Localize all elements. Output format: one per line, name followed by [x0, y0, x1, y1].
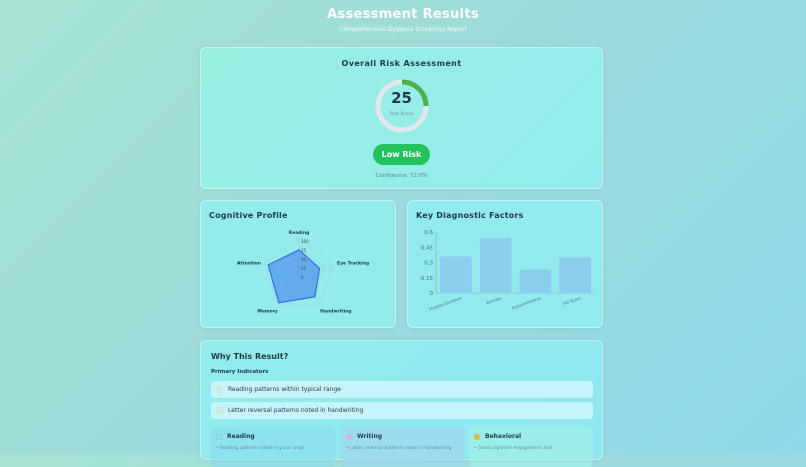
radar-tick-label: 50 — [301, 257, 307, 262]
page-title: Assessment Results — [327, 7, 479, 22]
radar-area — [267, 249, 321, 304]
indicator-text: Letter reversal patterns noted in handwr… — [228, 407, 364, 414]
risk-level-badge: Low Risk — [372, 144, 431, 165]
x-tick-label: Entropy — [486, 295, 503, 305]
diagnostic-factors-card: Key Diagnostic Factors 0 0.15 0.3 0.45 0.6 Fi… — [407, 200, 603, 328]
pencil-icon — [346, 433, 352, 440]
category-item: • Letter reversal patterns noted in hand… — [346, 446, 452, 451]
category-title: Behavioral — [485, 433, 522, 440]
category-item: • Reading patterns within typical range — [216, 446, 305, 451]
radar-axis-label: Attention — [237, 261, 261, 267]
bar — [519, 269, 552, 293]
y-tick-label: 0 — [430, 291, 434, 297]
indicator-item: ⓘ Letter reversal patterns noted in handw… — [211, 402, 593, 419]
category-behavioral: Behavioral • Good cognitive engagement a… — [469, 427, 593, 467]
bar — [440, 256, 472, 293]
category-title: Reading — [227, 433, 255, 440]
x-tick-label: Autocorrelation — [511, 295, 542, 310]
overall-risk-card: Overall Risk Assessment 25 Risk Score Lo… — [200, 47, 603, 189]
info-icon: ⓘ — [216, 385, 223, 394]
confidence-text: Confidence: 72.0% — [375, 173, 428, 179]
bar — [559, 257, 591, 293]
page-subtitle: Comprehensive Dyslexia Screening Report — [339, 26, 467, 33]
risk-score-ring: 25 Risk Score — [374, 78, 430, 134]
category-writing: Writing • Letter reversal patterns noted… — [341, 427, 465, 467]
radar-tick-label: 100 — [301, 239, 309, 244]
radar-axis-label: Reading — [289, 230, 310, 236]
why-result-card: Why This Result? Primary Indicators ⓘ Rea… — [200, 340, 603, 467]
category-title: Writing — [357, 433, 383, 440]
primary-indicators-label: Primary Indicators — [211, 369, 269, 375]
radar-chart: 0 25 50 75 100 Reading Eye Tracking Handwriting… — [237, 230, 369, 314]
ring-fill — [375, 79, 428, 133]
y-tick-label: 0.45 — [421, 245, 434, 251]
x-tick-label: Fixation Duration — [428, 295, 462, 312]
why-title: Why This Result? — [211, 352, 289, 361]
info-icon: ⓘ — [216, 406, 223, 415]
category-item: • Good cognitive engagement and — [474, 446, 552, 451]
y-tick-label: 0.3 — [424, 261, 433, 267]
radar-axis-label: Handwriting — [320, 308, 351, 314]
radar-axis-label: Memory — [257, 308, 278, 314]
radar-grid — [264, 238, 334, 305]
x-tick-label: FVI Score — [562, 295, 582, 306]
risk-score-value: 25 — [391, 89, 412, 107]
lightbulb-icon — [474, 433, 480, 440]
category-reading: Reading • Reading patterns within typica… — [211, 427, 335, 467]
y-tick-label: 0.6 — [424, 230, 433, 236]
radar-tick-label: 75 — [301, 248, 307, 253]
risk-score-label: Risk Score — [389, 112, 414, 117]
y-tick-label: 0.15 — [421, 276, 434, 282]
cognitive-profile-card: Cognitive Profile 0 25 50 75 100 Reading Eye T… — [200, 200, 396, 328]
page-header: Assessment Results Comprehensive Dyslexi… — [0, 0, 806, 33]
diagnostic-factors-title: Key Diagnostic Factors — [416, 211, 524, 220]
radar-tick-label: 25 — [301, 266, 307, 271]
bar — [479, 238, 512, 293]
indicator-text: Reading patterns within typical range — [228, 386, 341, 393]
cognitive-profile-title: Cognitive Profile — [209, 211, 288, 220]
bar-chart: 0 0.15 0.3 0.45 0.6 Fixation Duration Entropy A… — [421, 230, 595, 312]
indicator-item: ⓘ Reading patterns within typical range — [211, 381, 593, 398]
book-icon — [216, 433, 222, 440]
radar-tick-label: 0 — [301, 275, 304, 280]
overall-risk-title: Overall Risk Assessment — [341, 59, 462, 68]
radar-axis-label: Eye Tracking — [337, 261, 369, 267]
